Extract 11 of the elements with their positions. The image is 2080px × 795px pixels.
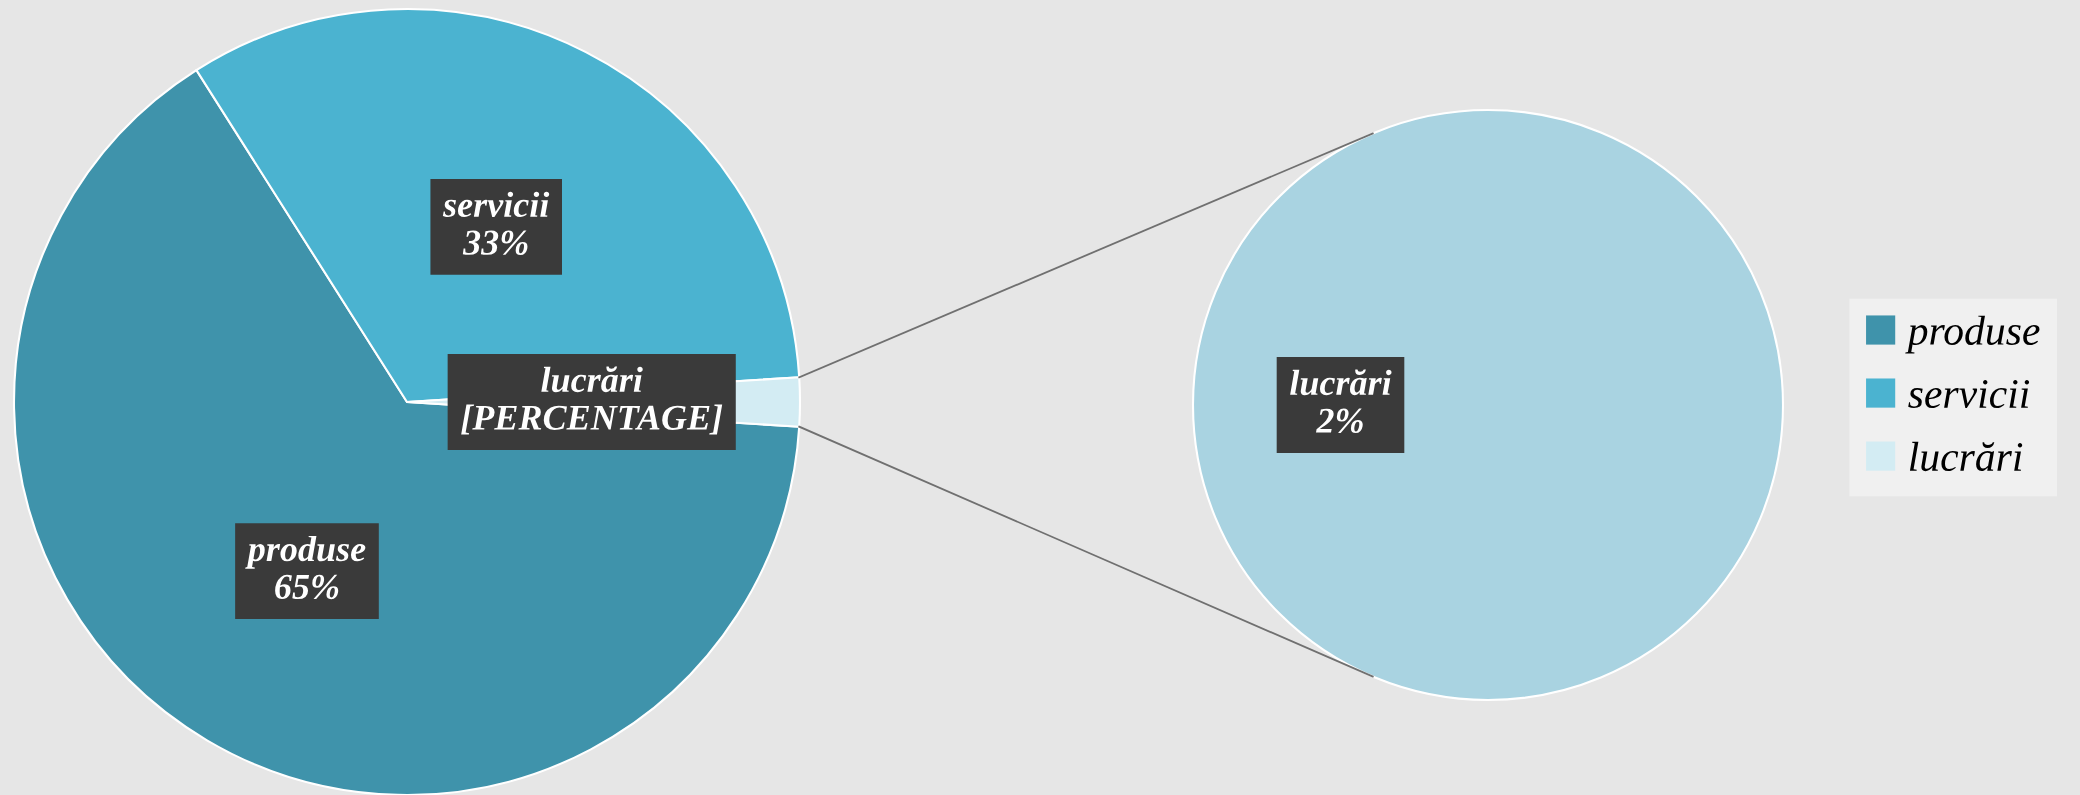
data-label: 33% (462, 230, 528, 255)
slice-label: produse (245, 535, 366, 569)
data-label: [PERCENTAGE] (461, 404, 723, 435)
data-label: 65% (275, 574, 339, 600)
legend-label: produse (1905, 315, 2040, 354)
legend-label: servicii (1908, 380, 2030, 409)
slice-label: servicii (442, 191, 550, 218)
data-label: 2% (1315, 408, 1363, 434)
legend-label: lucrări (1909, 441, 2023, 472)
slice-label: lucrări (1290, 369, 1392, 396)
slice-label: lucrări (541, 366, 643, 393)
